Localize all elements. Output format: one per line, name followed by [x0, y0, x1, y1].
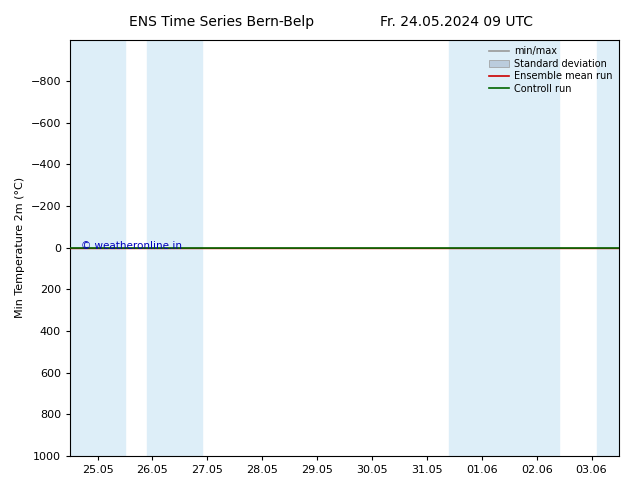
Bar	[70, 40, 125, 456]
Text: ENS Time Series Bern-Belp: ENS Time Series Bern-Belp	[129, 15, 314, 29]
Text: © weatheronline.in: © weatheronline.in	[81, 241, 182, 251]
Legend: min/max, Standard deviation, Ensemble mean run, Controll run: min/max, Standard deviation, Ensemble me…	[488, 45, 614, 96]
Bar	[597, 40, 619, 456]
Bar	[449, 40, 504, 456]
Bar	[147, 40, 202, 456]
Text: Fr. 24.05.2024 09 UTC: Fr. 24.05.2024 09 UTC	[380, 15, 533, 29]
Y-axis label: Min Temperature 2m (°C): Min Temperature 2m (°C)	[15, 177, 25, 318]
Bar	[504, 40, 559, 456]
